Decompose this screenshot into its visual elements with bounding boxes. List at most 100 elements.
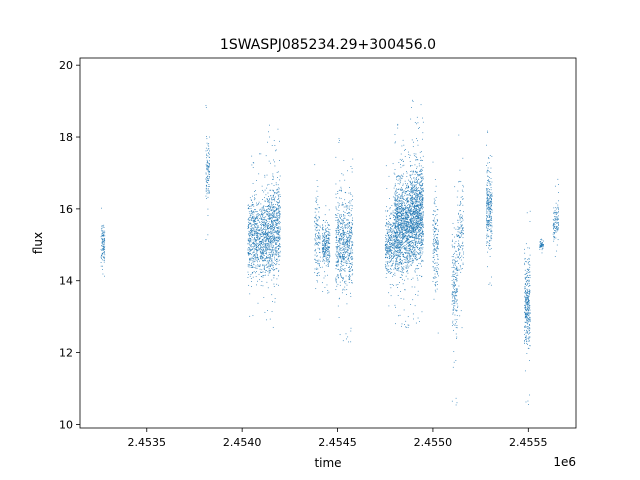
data-point: [398, 255, 400, 257]
data-point: [421, 200, 423, 202]
data-point: [397, 197, 399, 199]
data-point: [401, 222, 403, 224]
data-point: [270, 249, 272, 251]
data-point: [276, 236, 278, 238]
data-point: [325, 257, 327, 259]
data-point: [396, 232, 398, 234]
data-point: [398, 270, 400, 272]
data-point: [414, 271, 416, 273]
data-point: [386, 273, 388, 275]
data-point: [417, 159, 419, 161]
data-point: [396, 213, 398, 215]
data-point: [410, 304, 412, 305]
data-point: [401, 268, 403, 270]
data-point: [209, 174, 210, 175]
data-point: [396, 263, 398, 265]
data-point: [316, 273, 318, 275]
data-point: [401, 259, 403, 261]
data-point: [386, 265, 388, 267]
data-point: [414, 208, 416, 210]
data-point: [414, 257, 416, 259]
data-point: [339, 214, 340, 216]
data-point: [418, 253, 420, 255]
data-point: [253, 249, 255, 251]
data-point: [319, 238, 321, 240]
data-point: [397, 175, 399, 177]
data-point: [409, 255, 411, 257]
data-point: [413, 231, 414, 233]
data-point: [263, 241, 265, 243]
data-point: [400, 210, 402, 212]
data-point: [279, 196, 281, 197]
data-point: [416, 233, 417, 235]
data-point: [328, 238, 330, 240]
data-point: [418, 211, 420, 212]
data-point: [413, 190, 415, 192]
data-point: [390, 240, 391, 241]
data-point: [103, 248, 105, 250]
data-point: [338, 218, 339, 220]
data-point: [415, 123, 417, 125]
data-point: [270, 224, 271, 225]
data-point: [415, 227, 417, 228]
data-point: [415, 203, 417, 204]
data-point: [337, 233, 339, 235]
data-point: [264, 189, 266, 191]
data-point: [403, 235, 405, 237]
data-point: [249, 242, 251, 244]
data-point: [335, 246, 337, 248]
data-point: [422, 167, 424, 168]
data-point: [385, 253, 387, 255]
data-point: [415, 245, 417, 247]
data-point: [410, 218, 412, 220]
data-point: [395, 232, 397, 233]
data-point: [341, 260, 342, 262]
data-point: [402, 235, 403, 237]
data-point: [400, 217, 402, 218]
data-point: [322, 240, 324, 242]
data-point: [422, 219, 423, 220]
data-point: [351, 266, 352, 267]
data-point: [270, 236, 271, 238]
data-point: [408, 186, 409, 187]
data-point: [415, 236, 417, 238]
data-point: [338, 261, 340, 263]
data-point: [251, 155, 253, 157]
data-point: [248, 238, 250, 240]
data-point: [404, 257, 405, 258]
data-point: [397, 269, 399, 271]
data-point: [319, 260, 321, 262]
data-point: [207, 168, 209, 170]
data-point: [410, 245, 412, 247]
data-point: [411, 208, 412, 210]
data-point: [403, 144, 405, 146]
data-point: [273, 214, 275, 216]
data-point: [272, 209, 274, 211]
data-point: [207, 180, 208, 181]
data-point: [392, 241, 394, 243]
data-point: [411, 191, 413, 193]
data-point: [403, 237, 405, 239]
data-point: [273, 253, 275, 255]
data-point: [408, 193, 410, 195]
data-point: [254, 217, 255, 219]
data-point: [404, 214, 406, 216]
data-point: [340, 229, 342, 231]
data-point: [421, 276, 422, 278]
data-point: [390, 212, 392, 214]
data-point: [348, 212, 350, 213]
data-point: [342, 265, 344, 267]
data-point: [419, 226, 420, 228]
data-point: [410, 214, 411, 216]
data-point: [417, 216, 418, 218]
data-point: [397, 124, 399, 126]
data-point: [318, 263, 320, 265]
data-point: [402, 233, 403, 235]
data-point: [401, 193, 403, 195]
data-point: [420, 222, 422, 223]
data-point: [269, 216, 271, 218]
data-point: [269, 217, 271, 219]
data-point: [261, 249, 262, 250]
data-point: [101, 238, 103, 239]
data-point: [264, 224, 266, 226]
